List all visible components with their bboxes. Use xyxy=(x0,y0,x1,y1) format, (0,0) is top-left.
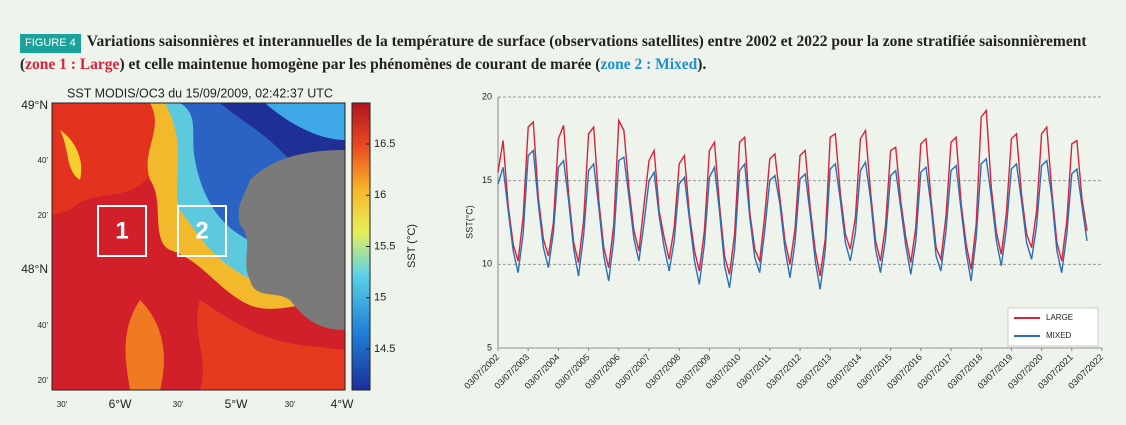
lat-label: 40' xyxy=(38,321,49,330)
lon-label: 4°W xyxy=(331,397,354,411)
y-tick-label: 20 xyxy=(482,91,492,101)
zone-box xyxy=(177,205,227,257)
figure-caption: FIGURE 4 Variations saisonnières et inter… xyxy=(20,30,1115,76)
zone-number: 1 xyxy=(115,217,128,244)
lon-label: 6°W xyxy=(109,397,132,411)
zone2-label: zone 2 : Mixed xyxy=(600,56,698,73)
lon-label: 30' xyxy=(285,400,296,409)
lat-label: 20' xyxy=(38,376,49,385)
legend-label: LARGE xyxy=(1046,313,1073,322)
caption-text: Variations saisonnières et interannuelle… xyxy=(20,33,1087,73)
lat-label: 48°N xyxy=(21,262,48,276)
y-tick-label: 15 xyxy=(482,175,492,185)
lon-label: 30' xyxy=(173,400,184,409)
caption-text: ). xyxy=(697,56,707,73)
lon-label: 30' xyxy=(57,400,68,409)
caption-text: ) et celle maintenue homogène par les ph… xyxy=(119,56,601,73)
y-tick-label: 10 xyxy=(482,259,492,269)
lat-label: 20' xyxy=(38,211,49,220)
map-title: SST MODIS/OC3 du 15/09/2009, 02:42:37 UT… xyxy=(67,86,333,100)
colorbar-tick-label: 16 xyxy=(374,189,386,201)
map-frame xyxy=(51,102,346,391)
y-tick-label: 5 xyxy=(487,342,492,352)
colorbar-tick-label: 15.5 xyxy=(374,240,395,252)
lat-label: 49°N xyxy=(21,98,48,112)
lat-label: 40' xyxy=(38,156,49,165)
zone-number: 2 xyxy=(195,217,208,244)
data-line xyxy=(497,148,1088,290)
legend xyxy=(1007,307,1099,347)
colorbar-tick-label: 16.5 xyxy=(374,138,395,150)
colorbar-tick-label: 14.5 xyxy=(374,343,395,355)
lon-label: 5°W xyxy=(225,397,248,411)
y-axis-label: SST(°C) xyxy=(464,205,474,239)
figure-badge: FIGURE 4 xyxy=(20,34,81,53)
colorbar-label: SST (°C) xyxy=(406,224,418,268)
data-line xyxy=(497,108,1088,277)
sst-map xyxy=(52,103,345,390)
zone-box xyxy=(97,205,147,257)
legend-label: MIXED xyxy=(1046,331,1072,340)
colorbar-tick-label: 15 xyxy=(374,292,386,304)
zone1-label: zone 1 : Large xyxy=(25,56,120,73)
